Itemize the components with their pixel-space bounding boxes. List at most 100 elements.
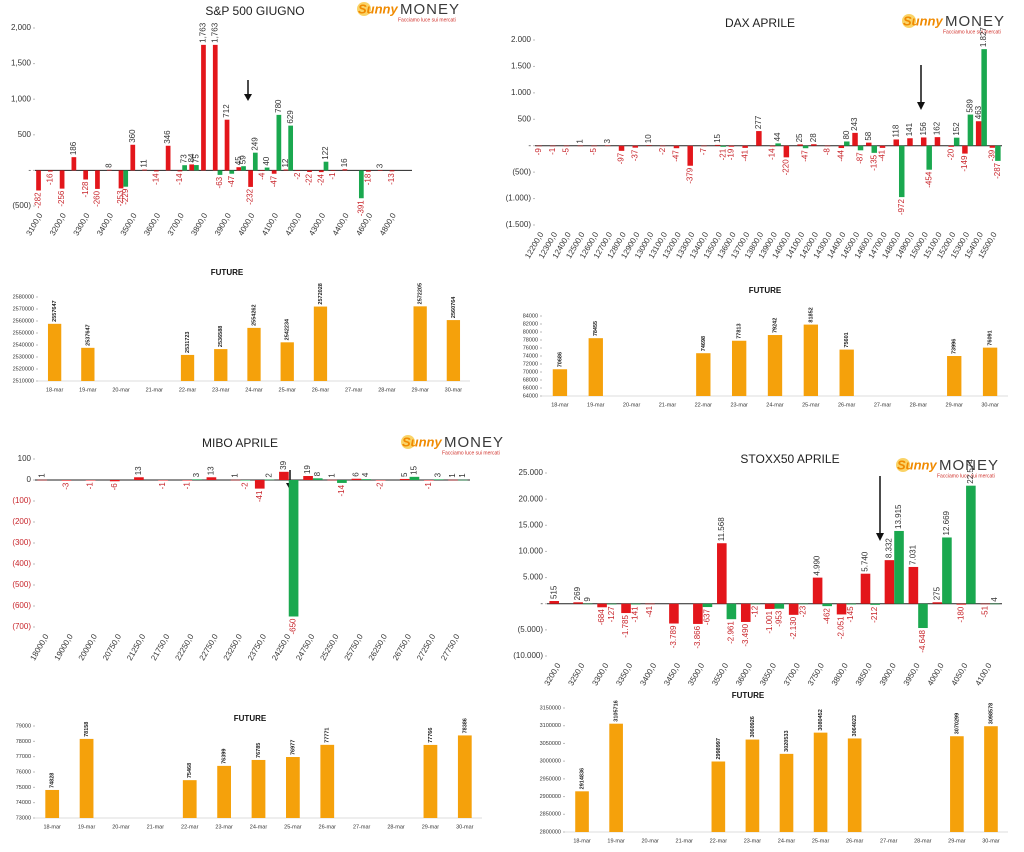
bar bbox=[769, 145, 776, 147]
bar bbox=[573, 602, 583, 604]
bar bbox=[247, 327, 261, 381]
x-tick-label: 27750,0 bbox=[439, 632, 462, 662]
x-tick-label: 25-mar bbox=[279, 387, 297, 393]
x-tick-label: 4100,0 bbox=[974, 661, 994, 687]
value-label: 2542234 bbox=[285, 318, 291, 340]
value-label: 45 bbox=[234, 156, 243, 165]
x-tick-label: 19-mar bbox=[79, 387, 97, 393]
value-label: 11 bbox=[140, 159, 149, 168]
value-label: -20 bbox=[946, 148, 955, 160]
value-label: 78455 bbox=[593, 321, 599, 336]
bar bbox=[740, 603, 751, 622]
value-label: -24 bbox=[316, 174, 325, 186]
x-tick-label: 26-mar bbox=[312, 387, 330, 393]
value-label: 2572205 bbox=[418, 283, 424, 304]
logo-brand2: MONEY bbox=[400, 1, 460, 18]
bar bbox=[288, 480, 299, 617]
bar bbox=[797, 144, 803, 146]
logo-brand2: MONEY bbox=[939, 457, 999, 474]
y-tick-label: 3000000 bbox=[540, 759, 561, 765]
bar bbox=[953, 137, 960, 146]
y-tick-label: (5.000) bbox=[518, 625, 544, 634]
value-label: 122 bbox=[321, 146, 330, 160]
x-tick-label: 27-mar bbox=[874, 402, 892, 408]
y-tick-label: 15.000 bbox=[519, 520, 544, 529]
value-label: 12.669 bbox=[942, 510, 951, 535]
value-label: -212 bbox=[870, 606, 879, 623]
bar bbox=[37, 479, 48, 481]
x-tick-label: 4000,0 bbox=[926, 661, 946, 687]
value-label: -145 bbox=[846, 606, 855, 623]
bar bbox=[606, 603, 617, 605]
bar bbox=[457, 735, 472, 818]
bar bbox=[61, 480, 72, 481]
x-tick-label: 21-mar bbox=[146, 387, 164, 393]
y-tick-label: - bbox=[540, 599, 543, 608]
value-label: -953 bbox=[774, 610, 783, 627]
bar bbox=[286, 757, 300, 818]
bar bbox=[83, 170, 89, 180]
bar bbox=[756, 131, 762, 146]
x-tick-label: 20-mar bbox=[641, 838, 659, 844]
bar bbox=[260, 170, 265, 171]
bar bbox=[908, 566, 919, 604]
y-tick-label: 2560000 bbox=[13, 318, 34, 324]
bar bbox=[956, 603, 967, 605]
x-tick-label: 25-mar bbox=[284, 824, 302, 830]
value-label: 1,763 bbox=[210, 22, 219, 43]
y-tick-label: 76000 bbox=[523, 345, 538, 351]
x-tick-label: 23-mar bbox=[744, 838, 762, 844]
value-label: 2 bbox=[265, 473, 274, 478]
value-label: 712 bbox=[222, 104, 231, 118]
value-label: 5 bbox=[400, 472, 409, 477]
value-label: 1 bbox=[231, 473, 240, 478]
x-tick-label: 26-mar bbox=[319, 824, 337, 830]
x-tick-label: 3850,0 bbox=[854, 661, 874, 687]
value-label: 249 bbox=[250, 137, 259, 151]
value-label: -12 bbox=[750, 605, 759, 617]
y-tick-label: (500) bbox=[12, 201, 31, 210]
bar bbox=[673, 145, 680, 149]
bar bbox=[177, 170, 183, 172]
logo-brand: Sunny bbox=[903, 13, 943, 28]
value-label: 2554262 bbox=[251, 304, 257, 325]
value-label: 2560764 bbox=[451, 296, 457, 318]
y-tick-label: 2570000 bbox=[13, 306, 34, 312]
value-label: 58 bbox=[864, 131, 873, 140]
x-tick-label: 3900,0 bbox=[878, 661, 898, 687]
chart-title: MIBO APRILE bbox=[202, 436, 278, 450]
chart-panel: FUTURE 2510000 2520000 2530000 2540000 255000… bbox=[13, 268, 470, 393]
value-label: 589 bbox=[966, 99, 975, 113]
bar bbox=[424, 480, 434, 481]
bar bbox=[847, 738, 862, 832]
bar bbox=[361, 479, 371, 480]
bar bbox=[621, 603, 631, 614]
x-tick-label: 28-mar bbox=[378, 387, 396, 393]
arrow-head bbox=[917, 102, 925, 110]
bar bbox=[36, 170, 41, 191]
value-label: -2.130 bbox=[789, 616, 798, 639]
x-tick-label: 29-mar bbox=[946, 402, 964, 408]
y-tick-label: 2550000 bbox=[13, 330, 34, 336]
value-label: -287 bbox=[993, 162, 1002, 179]
logo-sun bbox=[401, 435, 415, 449]
bar bbox=[377, 170, 383, 171]
bar bbox=[812, 577, 823, 604]
x-tick-label: 30-mar bbox=[445, 387, 463, 393]
bar bbox=[206, 477, 217, 480]
x-tick-label: 4000,0 bbox=[236, 211, 256, 237]
value-label: -1 bbox=[548, 147, 557, 155]
y-tick-label: 2540000 bbox=[13, 342, 34, 348]
bar bbox=[313, 306, 328, 381]
value-label: 8 bbox=[104, 163, 113, 168]
y-tick-label: (1.500) bbox=[506, 220, 532, 229]
bar bbox=[276, 114, 282, 171]
value-label: 243 bbox=[850, 117, 859, 131]
bar bbox=[775, 143, 781, 146]
bar bbox=[783, 145, 790, 158]
x-tick-label: 20000,0 bbox=[77, 632, 100, 662]
x-tick-label: 19-mar bbox=[587, 402, 605, 408]
arrow-head bbox=[876, 533, 884, 541]
logo-tagline: Facciamo luce sui mercati bbox=[937, 473, 995, 479]
bar bbox=[920, 137, 927, 146]
